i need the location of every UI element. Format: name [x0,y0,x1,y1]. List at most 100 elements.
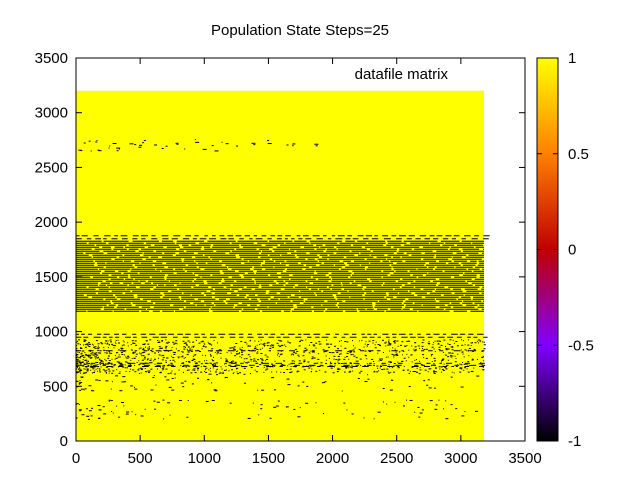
defect-pixel [464,367,467,369]
stripe-segment [197,262,206,264]
defect-pixel [285,345,287,347]
stripe-segment [260,300,291,302]
dash-segment [111,238,118,240]
stripe-segment [196,304,205,306]
dash-segment [471,238,478,240]
stripe-segment [344,288,363,290]
defect-pixel [135,414,137,416]
stripe-segment [207,262,242,264]
stripe-segment [415,280,431,282]
defect-pixel [387,356,389,358]
defect-pixel [198,342,201,344]
dash-segment [249,238,253,240]
defect-pixel [349,366,352,368]
dash-segment [103,238,107,240]
band-sparse-scatter [76,373,480,392]
stripe-segment [428,266,435,268]
dash-segment [220,238,227,240]
defect-pixel [174,342,177,344]
stripe-segment [401,286,414,288]
dash-segment [415,238,421,240]
stripe-segment [392,256,401,258]
plot-frame [75,57,526,442]
stripe-segment [392,266,427,268]
stripe-segment [92,276,118,278]
stripe-segment [181,244,189,246]
defect-pixel [402,354,404,356]
dash-segment [410,336,416,338]
dash-segment [461,238,466,240]
dash-segment [352,238,359,240]
dash-segment [213,362,216,364]
defect-pixel [85,363,88,365]
stripe-segment [466,280,484,282]
defect-pixel [459,367,461,369]
defect-pixel [76,345,78,347]
stripe-segment [120,250,136,252]
defect-pixel [445,418,449,420]
defect-pixel [447,356,450,358]
defect-pixel [76,359,78,361]
stripe-segment [183,292,202,294]
defect-pixel [95,361,97,363]
defect-pixel [188,365,191,367]
defect-pixel [310,371,312,373]
defect-pixel [186,369,188,371]
stripe-segment [105,280,139,282]
stripe-segment [198,274,211,276]
defect-pixel [247,345,249,347]
stripe-segment [477,306,484,308]
stripe-segment [204,254,236,256]
defect-pixel [165,339,167,341]
stripe-segment [423,258,449,260]
defect-pixel [143,356,146,358]
defect-pixel [230,352,232,354]
defect-pixel [287,340,289,342]
band-dense-stripes [76,240,484,312]
defect-pixel [97,349,100,351]
stripe-segment [97,292,123,294]
defect-pixel [104,350,106,352]
stripe-segment [85,252,104,254]
defect-pixel [467,344,470,346]
defect-pixel [76,356,78,358]
stripe-segment [211,286,224,288]
stripe-segment [191,294,204,296]
stripe-segment [257,308,291,310]
defect-pixel [106,369,108,371]
defect-pixel [132,351,135,353]
defect-pixel [427,342,430,344]
defect-pixel [467,339,469,341]
stripe-segment [265,244,278,246]
dash-segment [228,333,236,335]
defect-pixel [179,356,181,358]
x-tick-label: 2000 [316,450,349,467]
defect-pixel [399,344,402,346]
defect-pixel [483,344,486,346]
defect-pixel [116,147,121,149]
stripe-segment [334,264,346,266]
stripe-segment [458,298,472,300]
defect-pixel [103,413,107,415]
dash-segment [76,364,82,366]
defect-pixel [159,350,162,352]
dash-segment [406,238,412,240]
stripe-segment [345,310,358,312]
defect-pixel [393,363,396,365]
defect-pixel [81,376,84,378]
dash-segment [218,333,226,335]
defect-pixel [116,352,118,354]
dash-segment [76,336,82,338]
defect-pixel [81,361,84,363]
stripe-segment [370,254,385,256]
dash-segment [76,333,80,335]
stripe-segment [135,304,171,306]
defect-pixel [143,343,146,345]
stripe-segment [300,290,322,292]
defect-pixel [260,404,263,406]
dash-segment [268,350,272,352]
defect-pixel [367,343,370,345]
y-tick-label: 2000 [35,214,68,231]
stripe-segment [244,262,261,264]
